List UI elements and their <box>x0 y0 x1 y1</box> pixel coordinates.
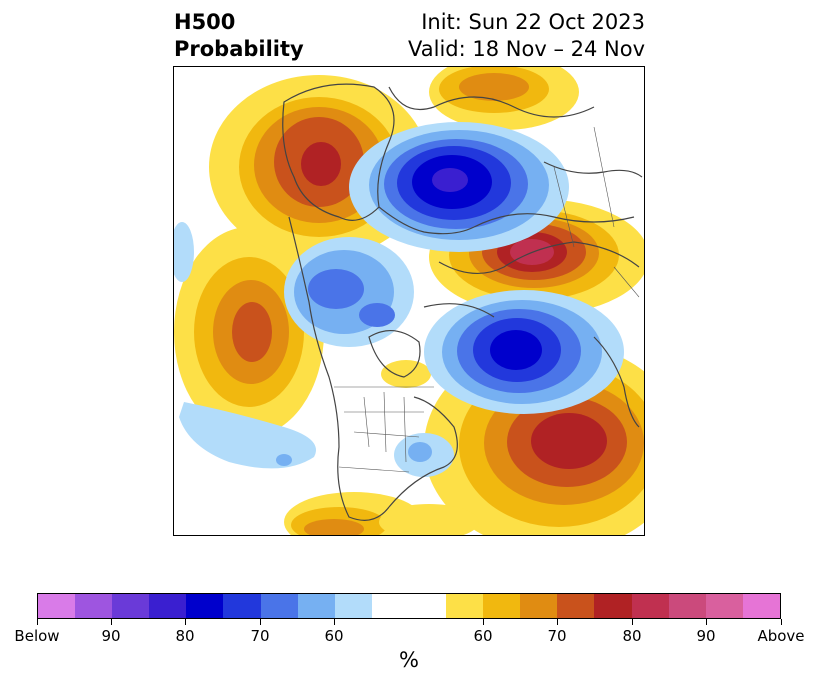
title-right: Init: Sun 22 Oct 2023 Valid: 18 Nov – 24… <box>408 9 645 63</box>
colorbar-segment <box>594 594 632 618</box>
colorbar-tick-label: 70 <box>547 627 567 645</box>
title-type: Probability <box>174 37 304 61</box>
colorbar-segment <box>520 594 558 618</box>
colorbar-tick-label: 90 <box>696 627 716 645</box>
colorbar-segment <box>260 594 298 618</box>
colorbar-tick-label: Below <box>14 627 60 645</box>
colorbar-tick <box>780 619 782 625</box>
probability-map <box>173 66 645 536</box>
political-borders <box>334 126 640 473</box>
colorbar-segment <box>705 594 743 618</box>
title-left: H500 Probability <box>174 9 304 63</box>
colorbar-tick-label: Above <box>757 627 805 645</box>
anomaly-positive-south <box>284 492 479 535</box>
colorbar-segment <box>631 594 669 618</box>
colorbar-segment <box>112 594 150 618</box>
valid-range: Valid: 18 Nov – 24 Nov <box>408 37 645 61</box>
colorbar-tick <box>110 619 112 625</box>
anomaly-positive-arctic-top <box>429 67 579 130</box>
anomaly-negative-canada <box>284 237 414 347</box>
colorbar-tick-label: 80 <box>622 627 642 645</box>
anomaly-negative-eastern-us <box>394 433 454 477</box>
anomaly-negative-pacific-tail <box>174 222 316 469</box>
colorbar-tick <box>259 619 261 625</box>
colorbar <box>37 593 781 619</box>
colorbar-segment <box>186 594 224 618</box>
colorbar-segment <box>557 594 595 618</box>
colorbar-tick <box>36 619 38 625</box>
colorbar-segment <box>149 594 187 618</box>
colorbar-segment <box>408 594 447 618</box>
colorbar-segment <box>334 594 372 618</box>
colorbar-segment <box>483 594 521 618</box>
anomaly-negative-greenland <box>424 290 624 414</box>
colorbar-tick-label: 70 <box>250 627 270 645</box>
colorbar-segment <box>371 594 409 618</box>
colorbar-tick-label: 60 <box>324 627 344 645</box>
colorbar-segment <box>38 594 76 618</box>
map-canvas <box>174 67 644 535</box>
colorbar-segment <box>75 594 113 618</box>
colorbar-segment <box>446 594 484 618</box>
colorbar-tick <box>556 619 558 625</box>
colorbar-units: % <box>399 648 419 672</box>
coastlines <box>282 83 643 521</box>
colorbar-segment <box>297 594 335 618</box>
anomaly-negative-polar <box>349 122 569 252</box>
colorbar-tick <box>184 619 186 625</box>
anomaly-positive-hudson <box>381 360 431 388</box>
colorbar-tick <box>631 619 633 625</box>
colorbar-tick-label: 80 <box>175 627 195 645</box>
colorbar-segment <box>742 594 780 618</box>
colorbar-segment <box>668 594 706 618</box>
colorbar-tick-label: 90 <box>101 627 121 645</box>
colorbar-tick <box>705 619 707 625</box>
colorbar-segment <box>223 594 261 618</box>
title-variable: H500 <box>174 10 236 34</box>
anomaly-positive-eurasia <box>429 199 644 315</box>
init-date: Init: Sun 22 Oct 2023 <box>421 10 645 34</box>
colorbar-tick-label: 60 <box>473 627 493 645</box>
colorbar-tick <box>482 619 484 625</box>
colorbar-tick <box>333 619 335 625</box>
